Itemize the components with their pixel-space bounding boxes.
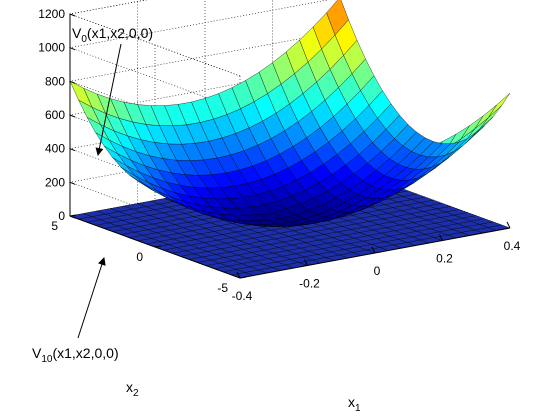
x1-tick-label: -0.2 bbox=[299, 277, 320, 291]
z-tick-label: 1200 bbox=[38, 7, 65, 21]
y-axis-label: x2 bbox=[126, 379, 139, 399]
x1-tick-label: 0.2 bbox=[436, 252, 453, 266]
z-tick-label: 400 bbox=[45, 142, 65, 156]
annotation-v0: V0(x1,x2,0,0) bbox=[72, 25, 153, 45]
z-tick-label: 200 bbox=[45, 175, 65, 189]
x2-tick-label: -5 bbox=[217, 281, 228, 295]
bowl-patch bbox=[474, 104, 497, 130]
x1-tick-label: -0.4 bbox=[232, 289, 253, 303]
v0-bowl-surface bbox=[69, 0, 511, 227]
annotation-v10-arrow bbox=[77, 257, 106, 339]
annotation-v0-arrow bbox=[95, 43, 122, 156]
bowl-patch bbox=[487, 92, 511, 119]
x-axis-label: x1 bbox=[348, 394, 361, 414]
z-tick-label: 1000 bbox=[38, 41, 65, 55]
x2-tick-label: 0 bbox=[136, 250, 143, 264]
bowl-patch bbox=[69, 80, 93, 108]
z-tick-label: 800 bbox=[45, 74, 65, 88]
z-tick-label: 600 bbox=[45, 108, 65, 122]
z-tick-label: 0 bbox=[58, 209, 65, 223]
x1-tick-label: 0.4 bbox=[504, 239, 521, 253]
x2-tick-label: 5 bbox=[51, 219, 58, 233]
annotation-v10: V10(x1,x2,0,0) bbox=[32, 345, 119, 365]
x1-tick-label: 0 bbox=[374, 264, 381, 278]
